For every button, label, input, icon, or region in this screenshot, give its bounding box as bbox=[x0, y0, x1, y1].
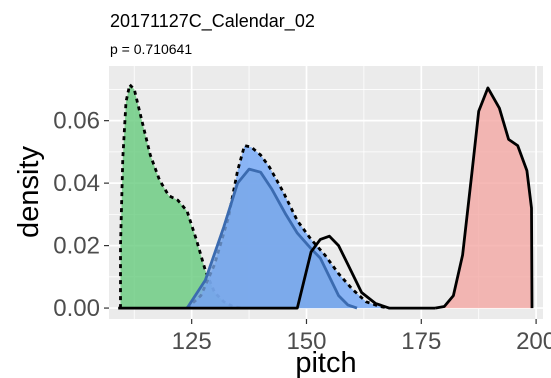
x-tick-label-2: 175 bbox=[401, 328, 441, 355]
x-axis-ticks: 125 150 175 200 bbox=[172, 319, 551, 355]
chart-title: 20171127C_Calendar_02 bbox=[110, 11, 315, 31]
density-series bbox=[118, 83, 534, 310]
density-area-0 bbox=[120, 84, 243, 309]
x-tick-label-1: 150 bbox=[286, 328, 326, 355]
y-axis-ticks: 0.00 0.02 0.04 0.06 bbox=[53, 108, 109, 322]
chart-subtitle: p = 0.710641 bbox=[110, 41, 193, 57]
x-tick-label-3: 200 bbox=[516, 328, 551, 355]
y-tick-label-2: 0.04 bbox=[53, 170, 100, 197]
x-axis-title: pitch bbox=[295, 347, 356, 378]
density-line-2 bbox=[185, 167, 358, 310]
y-tick-label-1: 0.02 bbox=[53, 233, 100, 260]
y-axis-title: density bbox=[13, 146, 45, 238]
x-tick-label-0: 125 bbox=[172, 328, 212, 355]
density-area-2 bbox=[187, 169, 357, 309]
density-line-3 bbox=[434, 86, 534, 310]
density-area-3 bbox=[435, 87, 532, 309]
y-tick-label-3: 0.06 bbox=[53, 108, 100, 135]
density-line-4 bbox=[118, 234, 436, 310]
y-tick-label-0: 0.00 bbox=[53, 295, 100, 322]
density-line-1 bbox=[186, 144, 390, 310]
